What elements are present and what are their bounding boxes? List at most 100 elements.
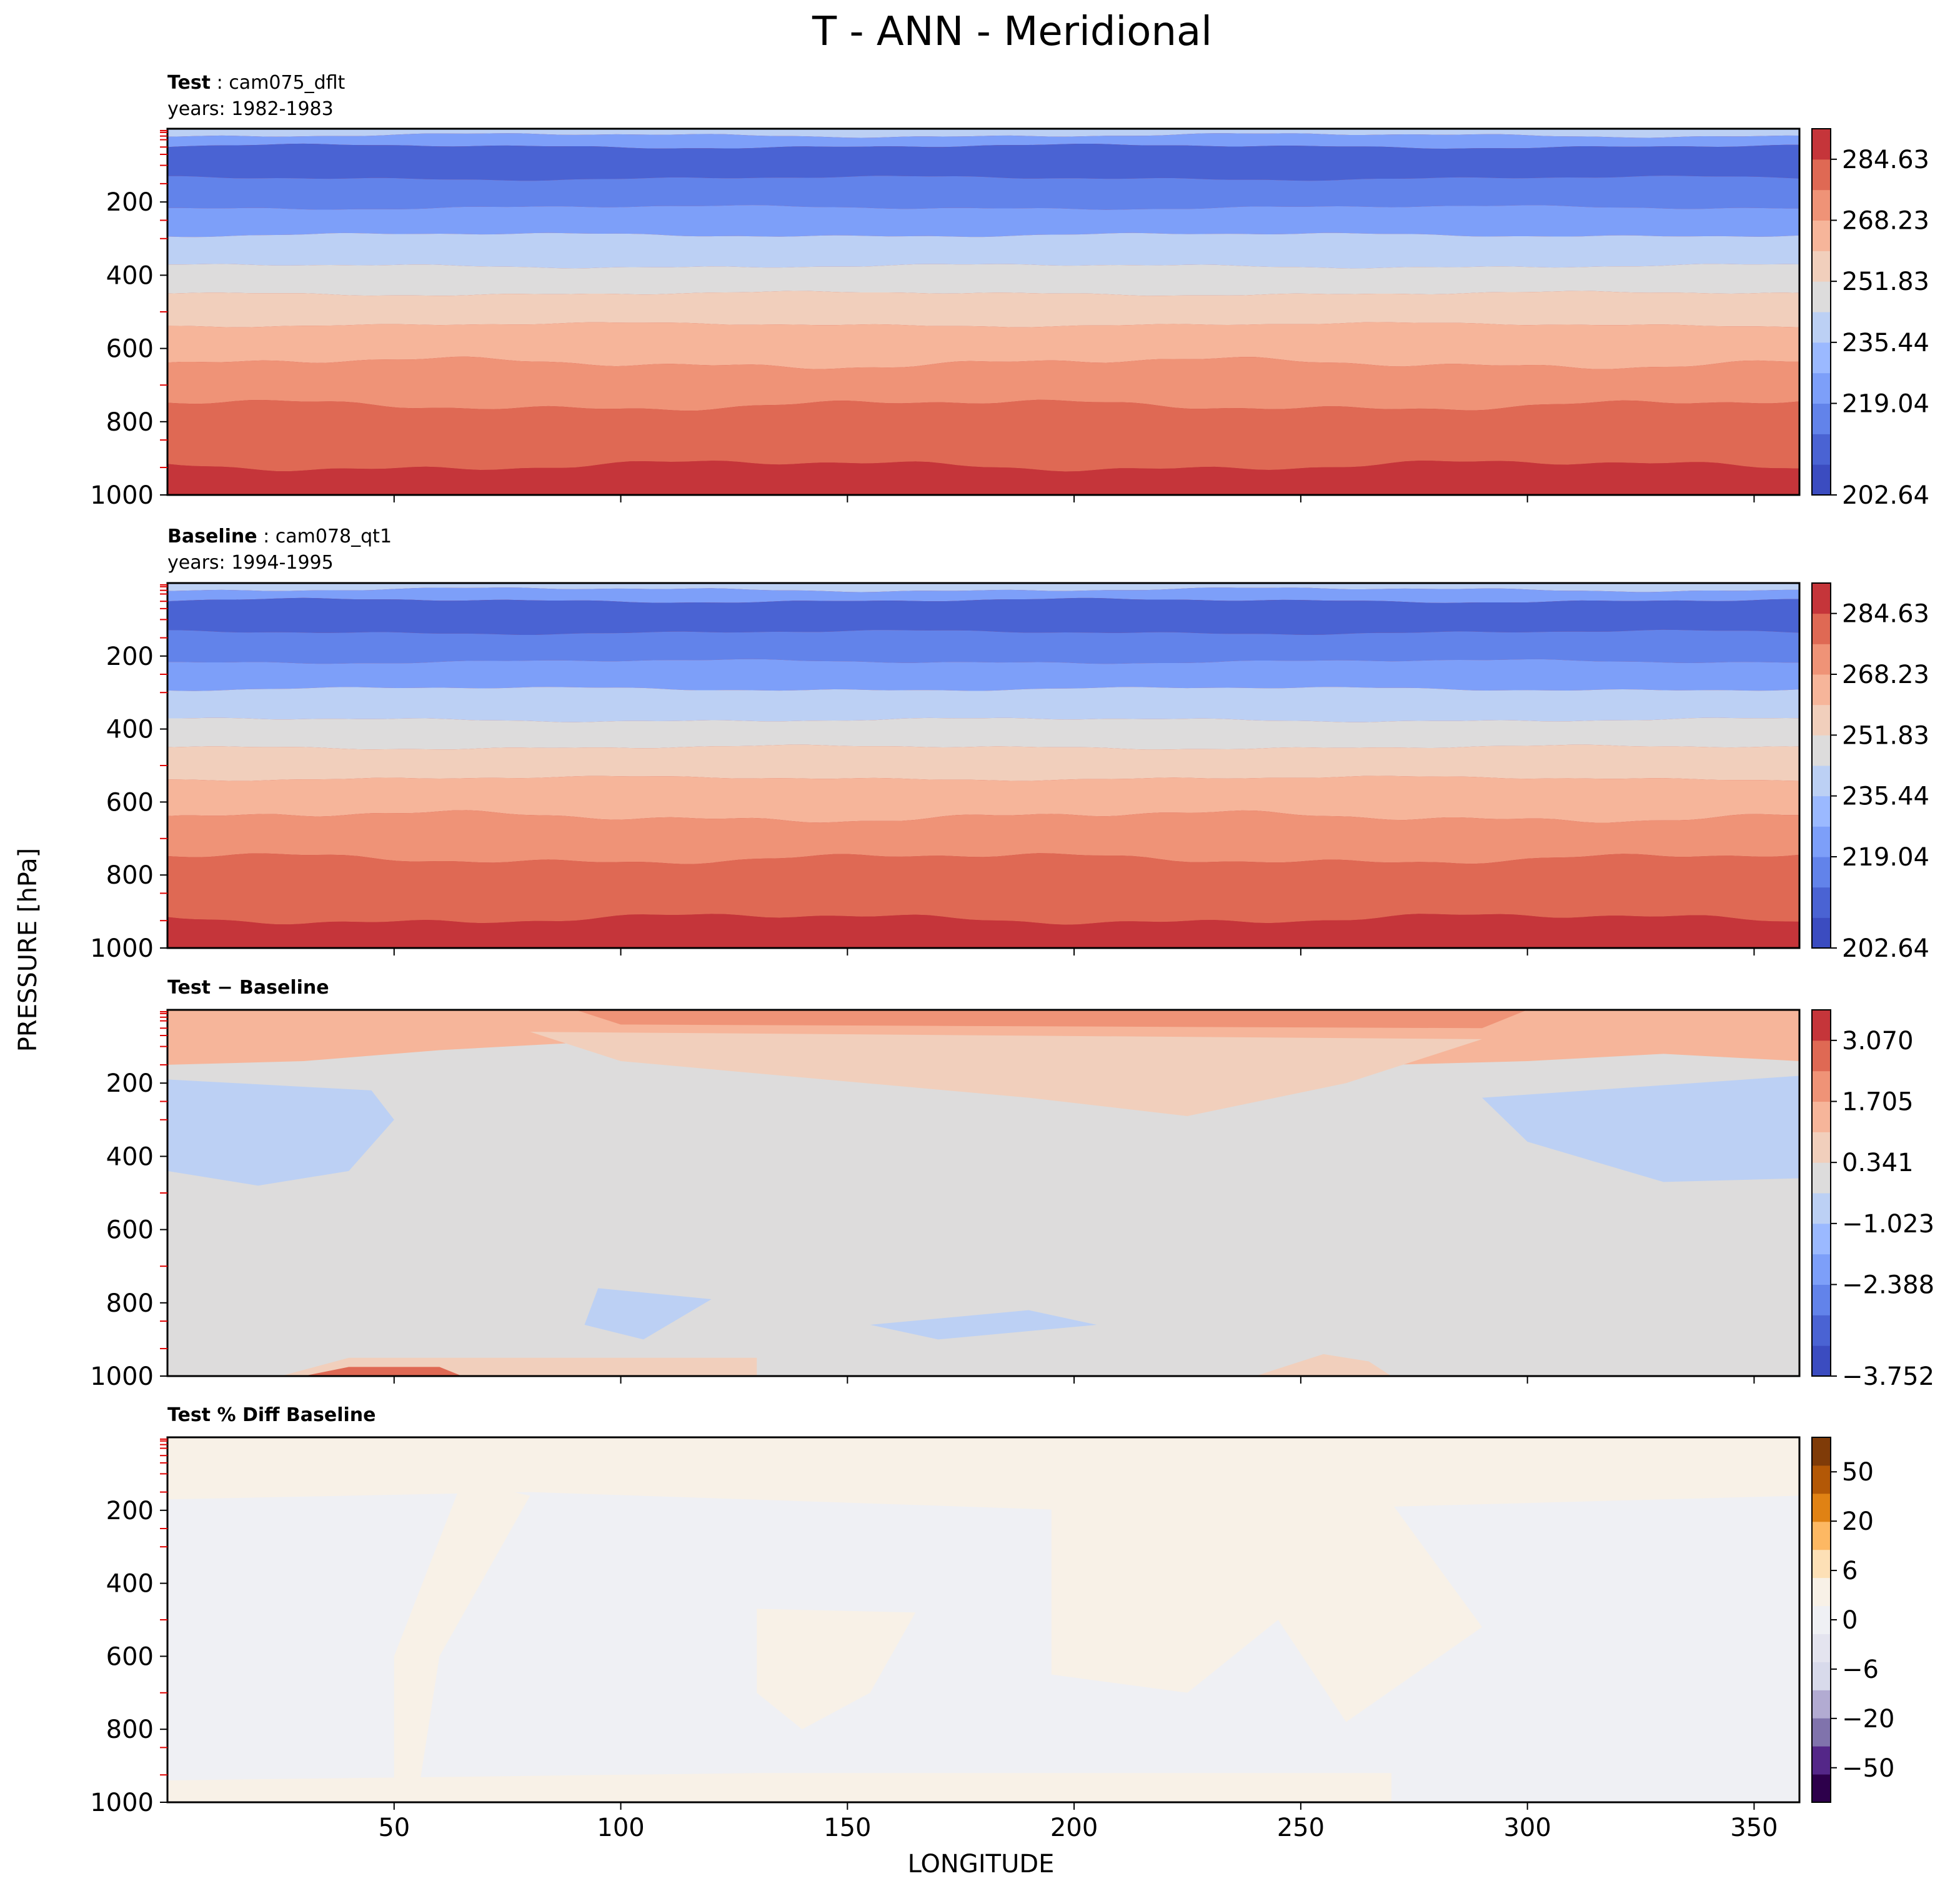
- temperature-band: [167, 143, 1799, 181]
- colorbar-swatch: [1812, 1577, 1831, 1607]
- panel-test-subtitle: years: 1982-1983: [167, 98, 334, 120]
- temperature-band: [167, 659, 1799, 691]
- colorbar-swatch: [1812, 342, 1831, 374]
- colorbar-swatch: [1812, 434, 1831, 465]
- colorbar-swatch: [1812, 1690, 1831, 1719]
- colorbar-tick-label: −3.752: [1842, 1362, 1934, 1391]
- colorbar-swatch: [1812, 1223, 1831, 1255]
- temperature-band: [167, 129, 1799, 138]
- difference-surface-hot: [303, 1367, 462, 1376]
- colorbar-tick-label: −6: [1842, 1655, 1879, 1684]
- x-tick-label: 200: [1050, 1814, 1098, 1842]
- colorbar-swatch: [1812, 735, 1831, 766]
- colorbar-swatch: [1812, 403, 1831, 434]
- colorbar-tick-label: 251.83: [1842, 267, 1929, 296]
- y-tick-label: 600: [106, 1216, 154, 1245]
- y-tick-label: 200: [106, 642, 154, 671]
- colorbar-swatch: [1812, 1718, 1831, 1747]
- panel-baseline-subtitle: years: 1994-1995: [167, 552, 334, 574]
- colorbar-swatch: [1812, 613, 1831, 644]
- panel-test-title-rest: : cam075_dflt: [211, 72, 345, 94]
- colorbar-tick-label: 219.04: [1842, 390, 1929, 419]
- colorbar-swatch: [1812, 1162, 1831, 1194]
- panel-difference-plot: 200 400 600 800 1000: [90, 1009, 1801, 1391]
- panel-baseline-title-rest: : cam078_qt1: [257, 526, 392, 547]
- colorbar-swatch: [1812, 1254, 1831, 1285]
- colorbar-swatch: [1812, 464, 1831, 496]
- percent-positive-region: [757, 1609, 916, 1730]
- y-tick-label: 1000: [90, 1362, 154, 1391]
- colorbar-swatch: [1812, 1345, 1831, 1377]
- temperature-band: [167, 176, 1799, 210]
- colorbar-tick-label: 284.63: [1842, 146, 1929, 174]
- colorbar-swatch: [1812, 1040, 1831, 1072]
- y-tick-label: 1000: [90, 1789, 154, 1817]
- x-tick-label: 250: [1277, 1814, 1325, 1842]
- colorbar-swatch: [1812, 1521, 1831, 1550]
- difference-cool-region-right: [1482, 1075, 1799, 1182]
- colorbar-swatch: [1812, 1634, 1831, 1662]
- colorbar-swatch: [1812, 583, 1831, 614]
- x-tick-label: 350: [1730, 1814, 1778, 1842]
- colorbar-tick-label: −1.023: [1842, 1210, 1934, 1239]
- temperature-band: [167, 853, 1799, 925]
- colorbar-swatch: [1812, 1437, 1831, 1466]
- y-tick-label: 200: [106, 1069, 154, 1098]
- colorbar-frame: [1811, 1009, 1831, 1377]
- y-tick-label: 1000: [90, 934, 154, 963]
- x-tick-label: 150: [823, 1814, 871, 1842]
- panel-baseline-plot: 200 400 600 800 1000: [90, 582, 1801, 963]
- colorbar-tick-label: 6: [1842, 1557, 1858, 1585]
- temperature-band: [167, 744, 1799, 781]
- temperature-band: [167, 322, 1799, 369]
- colorbar-swatch: [1812, 1774, 1831, 1803]
- y-tick-label: 1000: [90, 481, 154, 510]
- colorbar-swatch: [1812, 1746, 1831, 1775]
- y-tick-label: 800: [106, 1715, 154, 1744]
- colorbar-swatch: [1812, 826, 1831, 857]
- percent-positive-region: [1051, 1503, 1483, 1722]
- colorbar-swatch: [1812, 1010, 1831, 1041]
- colorbar-tick-label: 1.705: [1842, 1088, 1914, 1117]
- percent-surface-positive: [167, 1773, 1391, 1802]
- colorbar-difference: 3.070 1.705 0.341 −1.023 −2.388 −3.752: [1811, 1009, 1934, 1391]
- colorbar-swatch: [1812, 251, 1831, 282]
- colorbar-swatch: [1812, 917, 1831, 949]
- colorbar-tick-label: −20: [1842, 1705, 1894, 1734]
- colorbar-tick-label: 20: [1842, 1507, 1874, 1536]
- colorbar-swatch: [1812, 1101, 1831, 1132]
- panel-percent-diff-plot: 200 400 600 800 1000 50 100 150 200 250 300 350: [90, 1436, 1801, 1842]
- panel-test-title: Test : cam075_dflt: [167, 72, 346, 94]
- temperature-band: [167, 583, 1799, 592]
- colorbar-tick-label: 202.64: [1842, 481, 1929, 510]
- temperature-band: [167, 687, 1799, 722]
- colorbar-tick-label: 251.83: [1842, 721, 1929, 750]
- temperature-band: [167, 597, 1799, 635]
- panel-difference-title: Test − Baseline: [167, 977, 329, 999]
- difference-cool-patch: [870, 1310, 1097, 1340]
- y-tick-label: 400: [106, 716, 154, 744]
- difference-cool-patch: [584, 1288, 712, 1340]
- panel-test-title-bold: Test: [167, 72, 211, 94]
- temperature-band: [167, 399, 1799, 472]
- colorbar-swatch: [1812, 1465, 1831, 1494]
- temperature-band: [167, 356, 1799, 411]
- temperature-band: [167, 232, 1799, 269]
- x-tick-label: 100: [597, 1814, 644, 1842]
- colorbar-swatch: [1812, 159, 1831, 191]
- colorbar-swatch: [1812, 1132, 1831, 1163]
- x-axis-label: LONGITUDE: [908, 1850, 1055, 1879]
- colorbar-swatch: [1812, 857, 1831, 888]
- colorbar-swatch: [1812, 766, 1831, 797]
- colorbar-tick-label: −2.388: [1842, 1271, 1934, 1300]
- y-tick-label: 400: [106, 1570, 154, 1599]
- temperature-band: [167, 133, 1799, 149]
- colorbar-swatch: [1812, 887, 1831, 918]
- colorbar-tick-label: 235.44: [1842, 782, 1929, 811]
- colorbar-swatch: [1812, 1549, 1831, 1579]
- temperature-band: [167, 914, 1799, 948]
- colorbar-tick-label: 3.070: [1842, 1027, 1914, 1055]
- colorbar-swatch: [1812, 129, 1831, 160]
- difference-light-warm-region: [530, 1032, 1483, 1116]
